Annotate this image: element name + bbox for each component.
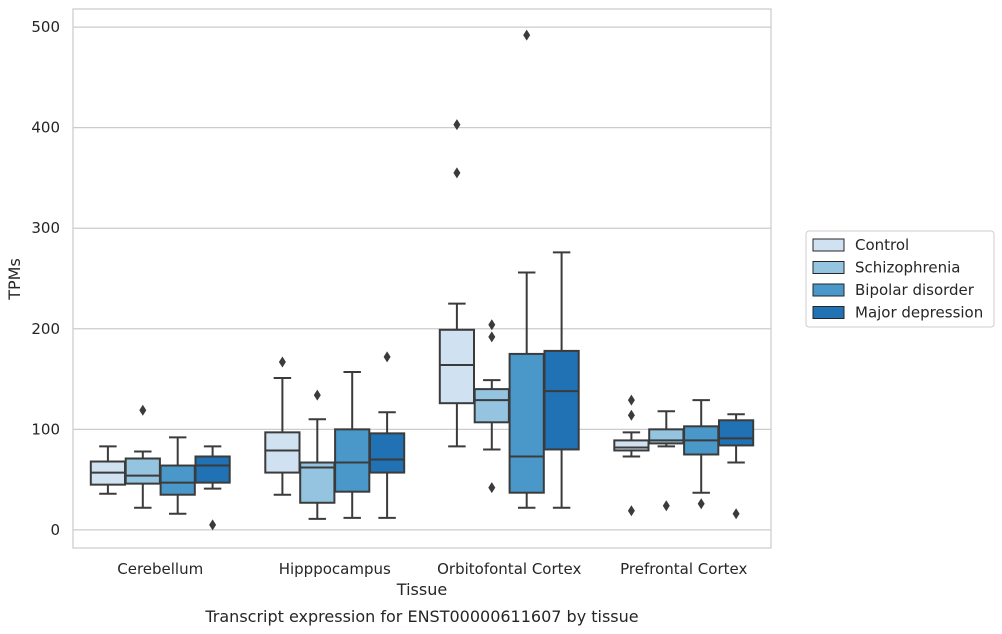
box-group <box>648 410 685 512</box>
x-tick-label: Cerebellum <box>117 560 203 578</box>
box <box>717 419 755 447</box>
box-group <box>613 394 650 517</box>
outlier-marker <box>453 119 461 131</box>
y-tick-label: 0 <box>50 521 60 539</box>
legend-swatch <box>812 261 845 274</box>
legend-label: Major depression <box>855 304 983 322</box>
legend-swatch <box>812 283 845 297</box>
outlier-marker <box>627 394 635 406</box>
outlier-marker <box>453 167 461 179</box>
x-axis-title: Tissue <box>396 580 447 599</box>
outlier-marker <box>523 29 531 41</box>
outlier-marker <box>139 404 147 416</box>
box <box>159 464 196 496</box>
x-tick-labels: Cerebellum Hipppocampus Orbitofontal Corte… <box>117 560 747 578</box>
box-group <box>89 445 127 495</box>
box <box>543 349 580 451</box>
box-group <box>334 371 371 519</box>
legend-label: Bipolar disorder <box>855 281 975 299</box>
legend-frame <box>805 230 995 328</box>
outlier-marker <box>627 505 635 517</box>
box-group <box>717 413 755 520</box>
box <box>299 461 336 504</box>
plot-frame <box>72 8 772 549</box>
outlier-marker <box>732 508 740 520</box>
outlier-marker <box>278 356 286 368</box>
y-tick-label: 300 <box>31 219 60 237</box>
box <box>473 388 510 424</box>
y-tick-label: 400 <box>31 119 60 137</box>
box-group <box>438 119 476 448</box>
box <box>334 428 371 493</box>
box <box>508 352 545 494</box>
outlier-marker <box>662 500 670 512</box>
figure-caption: Transcript expression for ENST0000061160… <box>204 607 638 626</box>
box-group <box>683 399 720 510</box>
x-tick-label: Hipppocampus <box>279 560 391 578</box>
box-group <box>194 445 231 531</box>
y-tick-label: 200 <box>31 320 60 338</box>
box <box>368 432 406 474</box>
outlier-marker <box>697 498 705 510</box>
legend-swatch <box>812 306 845 319</box>
y-tick-label: 100 <box>31 420 60 438</box>
outlier-marker <box>313 389 321 401</box>
box-group <box>159 436 196 515</box>
legend-swatch <box>812 238 845 252</box>
x-tick-label: Prefrontal Cortex <box>620 560 747 578</box>
box-group <box>299 389 336 520</box>
outlier-marker <box>627 409 635 421</box>
y-tick-labels: 0 100 200 300 400 500 <box>31 18 60 539</box>
box <box>264 431 301 474</box>
y-tick-label: 500 <box>31 18 60 36</box>
outlier-marker <box>488 319 496 331</box>
outlier-marker <box>488 482 496 494</box>
box <box>194 455 231 484</box>
box-group <box>508 29 545 509</box>
x-tick-label: Orbitofontal Cortex <box>437 560 581 578</box>
legend-label: Control <box>855 236 909 254</box>
box-group <box>368 351 406 519</box>
box-group <box>124 404 161 509</box>
legend-label: Schizophrenia <box>855 259 960 277</box>
outlier-marker <box>488 331 496 343</box>
box <box>613 439 650 452</box>
box-group <box>473 319 510 494</box>
legend: Control Schizophrenia Bipolar disorder Majo… <box>805 230 995 328</box>
box <box>438 328 476 405</box>
box-group <box>264 356 301 496</box>
grid-lines <box>73 26 771 531</box>
box-group <box>543 251 580 509</box>
boxes <box>89 29 755 531</box>
y-axis-title: TPMs <box>5 258 24 301</box>
box <box>124 457 161 485</box>
outlier-marker <box>383 351 391 363</box>
outlier-marker <box>209 519 217 531</box>
